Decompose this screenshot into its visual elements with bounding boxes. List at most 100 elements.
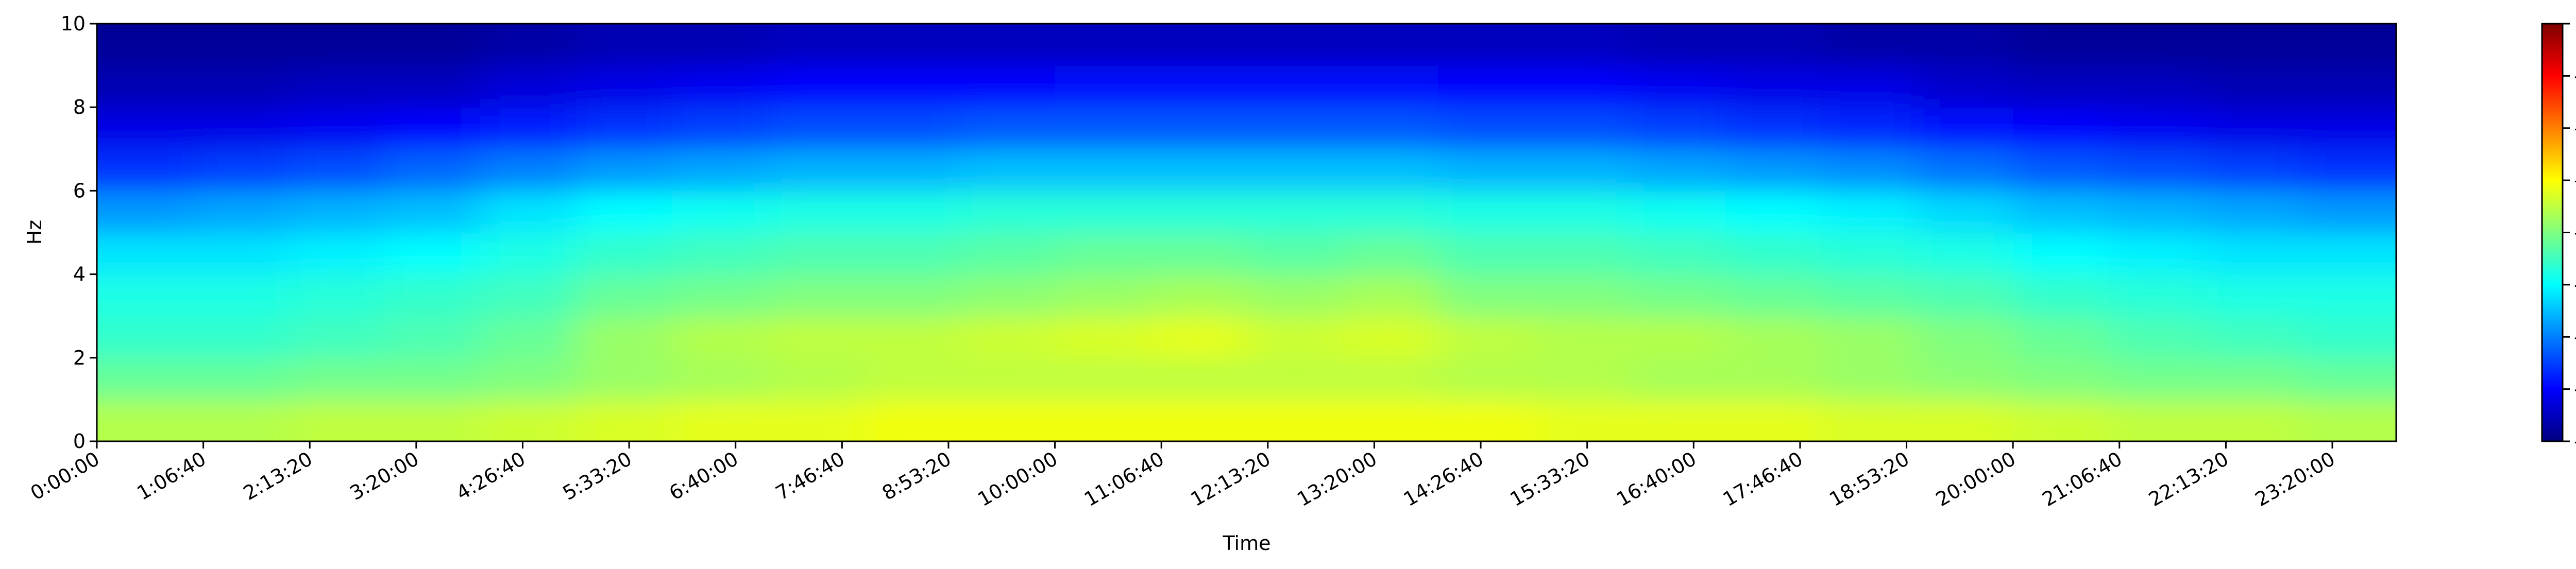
heatmap-cell [863, 65, 960, 108]
x-tick-label: 23:20:00 [2251, 447, 2339, 511]
heatmap-cell [1438, 357, 1535, 400]
heatmap-cell [2205, 107, 2301, 150]
heatmap-cell [959, 274, 1056, 317]
heatmap-cell [1725, 24, 1822, 66]
heatmap-cell [1055, 357, 1151, 400]
heatmap-cell [480, 191, 577, 233]
heatmap-cell [1342, 357, 1439, 400]
x-tick-label: 12:13:20 [1187, 447, 1275, 511]
heatmap-cell [288, 357, 385, 400]
x-tick-label: 15:33:20 [1506, 447, 1594, 511]
heatmap-cell [2300, 232, 2396, 275]
heatmap-cell [575, 316, 672, 358]
heatmap-cell [192, 316, 289, 358]
heatmap-cell [2205, 232, 2301, 275]
heatmap-cell [2013, 191, 2110, 233]
x-tick-label: 10:00:00 [974, 447, 1061, 511]
colorbar-tick-label: -50 dB [2574, 273, 2576, 296]
heatmap-cell [863, 357, 960, 400]
colorbar-tick-label: -10 dB [2574, 64, 2576, 87]
heatmap-cell [1821, 232, 1918, 275]
heatmap-cell [2300, 149, 2396, 192]
heatmap-cell [1438, 191, 1535, 233]
heatmap-cell [1725, 191, 1822, 233]
x-tick-label: 0:00:00 [27, 447, 104, 505]
heatmap-cell [1630, 357, 1726, 400]
heatmap-cell [2109, 65, 2206, 108]
heatmap-cell [288, 274, 385, 317]
colorbar [2541, 23, 2564, 442]
x-tick-label: 4:26:40 [452, 447, 529, 505]
heatmap-cell [1725, 399, 1822, 441]
heatmap-cell [863, 232, 960, 275]
heatmap-cell [2205, 399, 2301, 441]
heatmap-cell [1917, 107, 2014, 150]
heatmap-cell [480, 357, 577, 400]
heatmap-cell [2205, 357, 2301, 400]
heatmap-cell [97, 232, 193, 275]
heatmap-cell [1342, 191, 1439, 233]
heatmap-cell [384, 232, 481, 275]
heatmap-cell [1342, 107, 1439, 150]
heatmap-cell [575, 191, 672, 233]
heatmap-cell [1342, 274, 1439, 317]
heatmap-cell [671, 107, 768, 150]
heatmap-cell [959, 65, 1056, 108]
heatmap-cell [1917, 357, 2014, 400]
heatmap-cell [480, 274, 577, 317]
heatmap-cell [1534, 24, 1631, 66]
heatmap-cell [97, 357, 193, 400]
heatmap-cell [1150, 107, 1247, 150]
heatmap-cell [1821, 191, 1918, 233]
heatmap-cell [1150, 316, 1247, 358]
heatmap-cell [1534, 107, 1631, 150]
heatmap-cell [1630, 191, 1726, 233]
colorbar-tick-label: +0 dB [2574, 12, 2576, 35]
plot-frame [96, 23, 2397, 442]
heatmap-cell [767, 24, 864, 66]
heatmap-cell [2013, 65, 2110, 108]
heatmap-cell [863, 24, 960, 66]
heatmap-cell [1246, 65, 1343, 108]
heatmap-cell [863, 107, 960, 150]
heatmap-cell [1821, 274, 1918, 317]
heatmap-cell [1725, 316, 1822, 358]
heatmap-cell [1150, 274, 1247, 317]
heatmap-cell [1630, 274, 1726, 317]
heatmap-cell [384, 274, 481, 317]
heatmap-cell [1246, 107, 1343, 150]
heatmap-cell [1342, 232, 1439, 275]
heatmap-cell [1246, 149, 1343, 192]
heatmap-cell [1246, 232, 1343, 275]
y-tick-label: 10 [61, 12, 86, 35]
heatmap-cell [1917, 149, 2014, 192]
heatmap-cell [1534, 399, 1631, 441]
x-tick-label: 11:06:40 [1080, 447, 1168, 511]
heatmap-cell [1055, 65, 1151, 108]
heatmap-cell [288, 316, 385, 358]
heatmap-cell [384, 24, 481, 66]
heatmap-cell [1342, 399, 1439, 441]
heatmap-cell [1917, 274, 2014, 317]
heatmap-cell [1438, 107, 1535, 150]
heatmap-cell [767, 357, 864, 400]
heatmap-cell [480, 24, 577, 66]
heatmap-cell [1821, 357, 1918, 400]
heatmap-cell [1438, 149, 1535, 192]
heatmap-cell [1821, 107, 1918, 150]
heatmap-cell [480, 316, 577, 358]
heatmap-cell [1055, 191, 1151, 233]
heatmap-cell [1725, 232, 1822, 275]
heatmap-cell [97, 149, 193, 192]
heatmap-cell [288, 232, 385, 275]
x-tick-label: 16:40:00 [1613, 447, 1700, 511]
heatmap-cell [1055, 107, 1151, 150]
heatmap-cell [575, 399, 672, 441]
heatmap-cell [1725, 107, 1822, 150]
x-tick-label: 17:46:40 [1719, 447, 1807, 511]
heatmap-cell [97, 191, 193, 233]
heatmap-cell [480, 149, 577, 192]
heatmap-cell [671, 65, 768, 108]
heatmap-cell [959, 107, 1056, 150]
